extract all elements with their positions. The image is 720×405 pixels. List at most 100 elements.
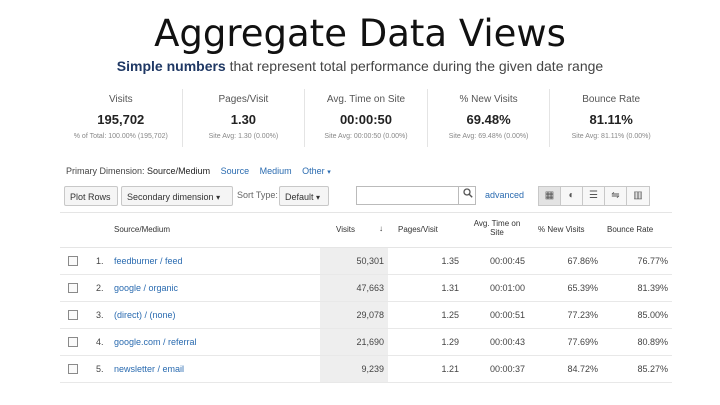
subtitle-highlight: Simple numbers — [116, 58, 226, 74]
sort-arrow-down-icon[interactable]: ↓ — [379, 224, 383, 233]
primary-dimension-current: Source/Medium — [147, 166, 211, 176]
header-new-visits[interactable]: % New Visits — [538, 225, 585, 234]
search-icon[interactable] — [458, 186, 476, 205]
row-checkbox[interactable] — [68, 337, 78, 347]
row-number: 5. — [96, 364, 104, 374]
metric-label: Avg. Time on Site — [326, 94, 406, 105]
header-avg-time-line1: Avg. Time on — [473, 219, 521, 228]
row-pages-per-visit: 1.29 — [441, 337, 459, 347]
metric-value: 00:00:50 — [339, 112, 392, 127]
chevron-down-icon: ▾ — [216, 193, 221, 202]
row-checkbox[interactable] — [68, 256, 78, 266]
row-visits: 50,301 — [356, 256, 384, 266]
slide-title: Aggregate Data Views — [154, 12, 566, 55]
row-pages-per-visit: 1.31 — [441, 283, 459, 293]
row-bounce-rate: 85.27% — [637, 364, 668, 374]
data-table: Source/Medium Visits ↓ Pages/Visit Avg. … — [60, 212, 672, 383]
metric-value: 69.48% — [466, 112, 511, 127]
sort-type-dropdown[interactable]: Default ▾ — [279, 186, 329, 206]
metric-sub: % of Total: 100.00% (195,702) — [73, 133, 168, 140]
table-header: Source/Medium Visits ↓ Pages/Visit Avg. … — [60, 212, 672, 248]
pivot-view-icon[interactable]: ▥ — [627, 187, 649, 205]
header-visits[interactable]: Visits — [336, 225, 355, 234]
visits-column-highlight — [320, 329, 388, 355]
metric-sub: Site Avg: 1.30 (0.00%) — [208, 133, 279, 140]
metric-pages-per-visit: Pages/Visit 1.30 Site Avg: 1.30 (0.00%) — [183, 89, 306, 147]
row-checkbox[interactable] — [68, 310, 78, 320]
row-bounce-rate: 80.89% — [637, 337, 668, 347]
metric-value: 195,702 — [97, 112, 145, 127]
table-row: 4. google.com / referral 21,690 1.29 00:… — [60, 329, 672, 356]
table-view-icon[interactable]: ▦ — [539, 187, 561, 205]
primary-dimension-label: Primary Dimension: — [66, 166, 145, 176]
row-visits: 9,239 — [361, 364, 384, 374]
row-new-visits: 77.69% — [567, 337, 598, 347]
row-new-visits: 77.23% — [567, 310, 598, 320]
row-number: 4. — [96, 337, 104, 347]
row-pages-per-visit: 1.35 — [441, 256, 459, 266]
sort-type-label: Sort Type: — [237, 190, 278, 200]
metric-label: Visits — [108, 94, 133, 105]
header-pages-per-visit[interactable]: Pages/Visit — [398, 225, 438, 234]
row-new-visits: 84.72% — [567, 364, 598, 374]
row-avg-time: 00:01:00 — [490, 283, 526, 293]
row-source-link[interactable]: newsletter / email — [114, 364, 185, 374]
comparison-view-icon[interactable]: ⇋ — [605, 187, 627, 205]
visits-column-highlight — [320, 302, 388, 328]
metric-new-visits: % New Visits 69.48% Site Avg: 69.48% (0.… — [428, 89, 551, 147]
row-bounce-rate: 81.39% — [637, 283, 668, 293]
metric-sub: Site Avg: 81.11% (0.00%) — [571, 133, 651, 140]
row-visits: 29,078 — [356, 310, 384, 320]
summary-metrics: Visits 195,702 % of Total: 100.00% (195,… — [60, 89, 672, 147]
row-new-visits: 65.39% — [567, 283, 598, 293]
metric-value: 1.30 — [230, 112, 257, 127]
header-source-medium[interactable]: Source/Medium — [114, 225, 171, 234]
dimension-link-other[interactable]: Other — [302, 166, 325, 176]
chevron-down-icon: ▾ — [327, 169, 331, 176]
dimension-link-medium[interactable]: Medium — [259, 166, 292, 176]
metric-label: Pages/Visit — [218, 94, 269, 105]
table-row: 1. feedburner / feed 50,301 1.35 00:00:4… — [60, 248, 672, 275]
metric-avg-time: Avg. Time on Site 00:00:50 Site Avg: 00:… — [305, 89, 428, 147]
row-avg-time: 00:00:51 — [490, 310, 526, 320]
table-row: 2. google / organic 47,663 1.31 00:01:00… — [60, 275, 672, 302]
secondary-dimension-dropdown[interactable]: Secondary dimension ▾ — [121, 186, 233, 206]
row-new-visits: 67.86% — [567, 256, 598, 266]
row-avg-time: 00:00:43 — [490, 337, 526, 347]
row-number: 3. — [96, 310, 104, 320]
primary-dimension-bar: Primary Dimension: Source/Medium Source … — [66, 166, 331, 176]
metric-value: 81.11% — [589, 112, 633, 127]
row-number: 1. — [96, 256, 104, 266]
advanced-filter-link[interactable]: advanced — [485, 190, 525, 200]
row-bounce-rate: 76.77% — [637, 256, 668, 266]
header-avg-time-line2: Site — [490, 228, 504, 237]
metric-visits: Visits 195,702 % of Total: 100.00% (195,… — [60, 89, 183, 147]
table-row: 5. newsletter / email 9,239 1.21 00:00:3… — [60, 356, 672, 383]
table-search-input[interactable] — [356, 186, 476, 205]
row-source-link[interactable]: google / organic — [114, 283, 179, 293]
row-visits: 21,690 — [356, 337, 384, 347]
table-row: 3. (direct) / (none) 29,078 1.25 00:00:5… — [60, 302, 672, 329]
dimension-link-source[interactable]: Source — [220, 166, 250, 176]
header-avg-time[interactable]: Avg. Time on Site — [468, 219, 526, 237]
header-bounce-rate[interactable]: Bounce Rate — [607, 225, 654, 234]
plot-rows-button[interactable]: Plot Rows — [64, 186, 118, 206]
row-visits: 47,663 — [356, 283, 384, 293]
visits-column-highlight — [320, 275, 388, 301]
metric-sub: Site Avg: 00:00:50 (0.00%) — [324, 133, 408, 140]
secondary-dimension-label: Secondary dimension — [127, 192, 214, 202]
row-checkbox[interactable] — [68, 283, 78, 293]
row-checkbox[interactable] — [68, 364, 78, 374]
metric-sub: Site Avg: 69.48% (0.00%) — [448, 133, 529, 140]
sort-type-value: Default — [285, 192, 314, 202]
row-source-link[interactable]: google.com / referral — [114, 337, 197, 347]
visits-column-highlight — [320, 356, 388, 382]
row-avg-time: 00:00:37 — [490, 364, 526, 374]
row-number: 2. — [96, 283, 104, 293]
row-source-link[interactable]: (direct) / (none) — [114, 310, 176, 320]
row-avg-time: 00:00:45 — [490, 256, 526, 266]
performance-view-icon[interactable]: ☰ — [583, 187, 605, 205]
pie-view-icon[interactable]: ◐ — [561, 187, 583, 205]
chevron-down-icon: ▾ — [316, 193, 321, 202]
row-source-link[interactable]: feedburner / feed — [114, 256, 183, 266]
